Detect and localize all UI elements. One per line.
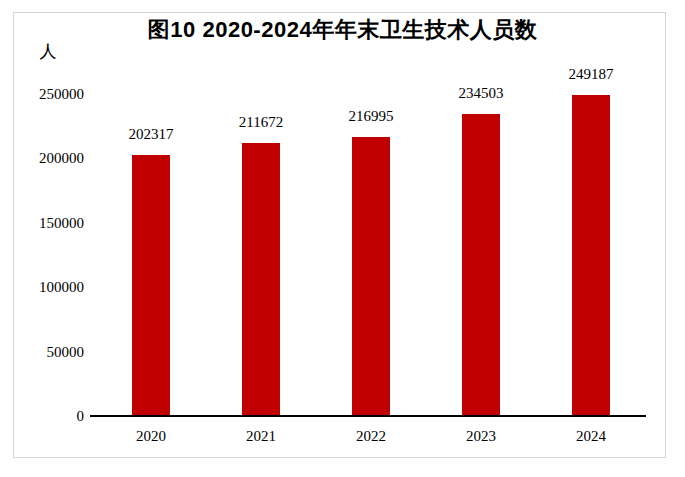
y-axis-unit-label: 人 — [30, 42, 66, 62]
y-tick-label-250000: 250000 — [0, 85, 84, 103]
value-label-2022: 216995 — [326, 107, 416, 125]
y-tick-label-100000: 100000 — [0, 278, 84, 296]
x-tick-label-2023: 2023 — [436, 427, 526, 445]
bar-2022 — [352, 137, 390, 416]
y-tick-label-50000: 50000 — [0, 343, 84, 361]
y-tick-label-200000: 200000 — [0, 149, 84, 167]
chart-canvas: 图10 2020-2024年年末卫生技术人员数 人 0 50000 100000 15… — [0, 0, 685, 477]
bar-2023 — [462, 114, 500, 416]
bar-2024 — [572, 95, 610, 416]
value-label-2021: 211672 — [216, 113, 306, 131]
bar-2020 — [132, 155, 170, 416]
chart-title: 图10 2020-2024年年末卫生技术人员数 — [30, 16, 655, 44]
value-label-2023: 234503 — [436, 84, 526, 102]
x-tick-label-2022: 2022 — [326, 427, 416, 445]
value-label-2024: 249187 — [546, 65, 636, 83]
y-tick-label-0: 0 — [0, 407, 84, 425]
x-tick-label-2021: 2021 — [216, 427, 306, 445]
x-axis-line — [90, 415, 646, 417]
x-tick-label-2020: 2020 — [106, 427, 196, 445]
value-label-2020: 202317 — [106, 125, 196, 143]
bar-2021 — [242, 143, 280, 416]
x-tick-label-2024: 2024 — [546, 427, 636, 445]
y-tick-label-150000: 150000 — [0, 214, 84, 232]
